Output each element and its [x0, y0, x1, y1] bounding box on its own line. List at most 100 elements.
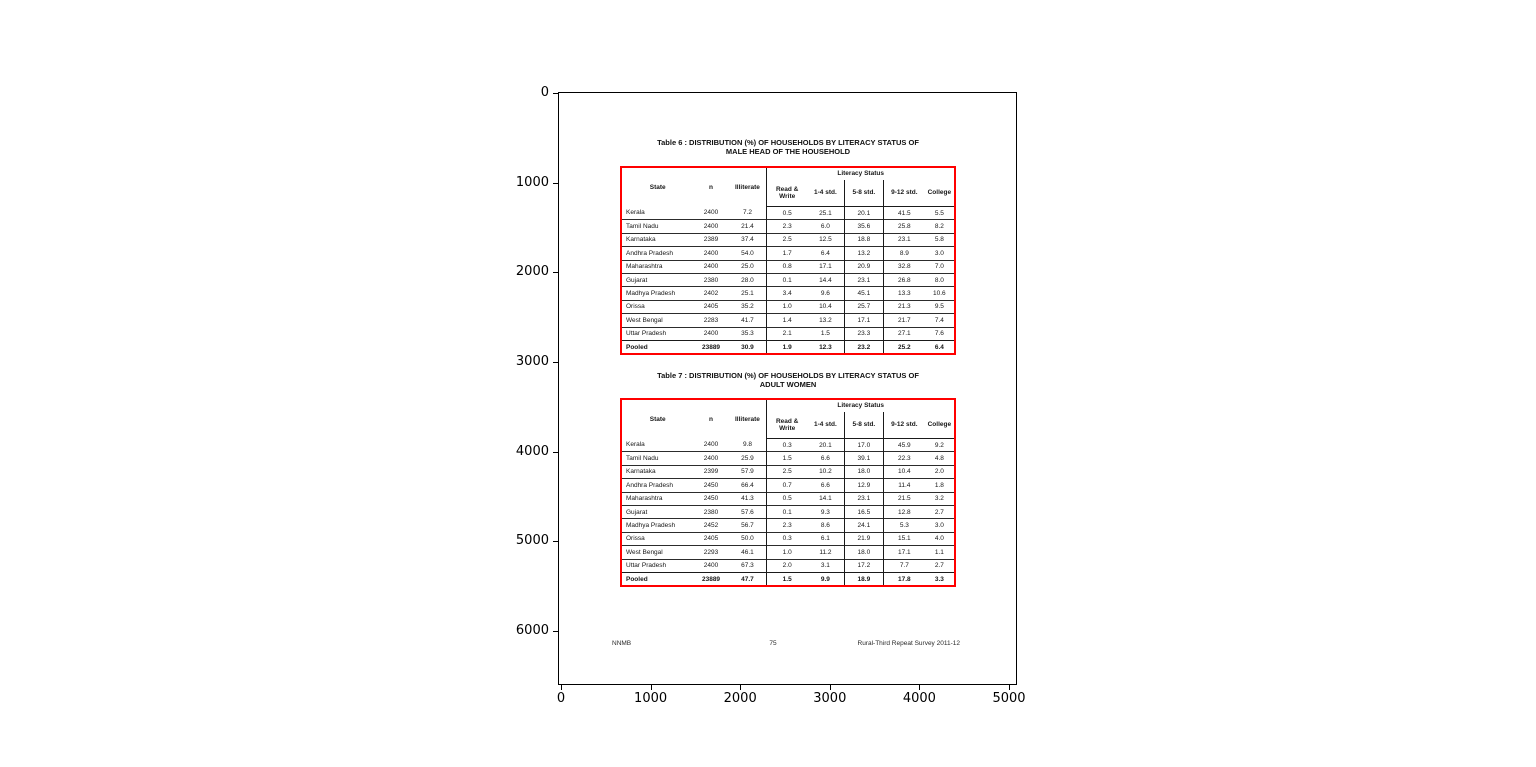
value-cell: 41.3: [741, 495, 754, 503]
value-cell: 11.2: [819, 548, 832, 556]
table6-body: Kerala 2400 7.2 0.5 25.1 20.1 41.5 5.5 Tamil Nad…: [621, 206, 955, 355]
table7-title-line2: ADULT WOMEN: [759, 380, 817, 389]
value-cell: 2.5: [766, 465, 808, 479]
state-cell: West Bengal: [626, 316, 663, 324]
table-row: Gujarat 2380 57.6 0.1 9.3 16.5 12.8 2.7: [621, 505, 955, 519]
y-tick-label: 5000: [515, 533, 549, 549]
col-header-state: State: [649, 183, 666, 191]
y-tick-mark: [553, 272, 559, 274]
value-cell: 23.1: [882, 233, 925, 247]
value-cell: 2400: [703, 263, 719, 271]
value-cell: 12.5: [819, 236, 832, 244]
value-cell: 6.6: [820, 455, 830, 463]
value-cell: 6.0: [820, 223, 830, 231]
value-cell: 8.9: [882, 246, 925, 261]
col-header-1-4-std: 1-4 std.: [807, 180, 845, 207]
table6-title-line1: Table 6 : DISTRIBUTION (%) OF HOUSEHOLDS…: [657, 138, 919, 147]
x-tick-label: 5000: [992, 691, 1026, 706]
value-cell: 0.7: [766, 478, 808, 493]
state-cell: Pooled: [621, 571, 694, 587]
state-cell: Madhya Pradesh: [626, 289, 676, 297]
value-cell: 20.9: [843, 260, 884, 274]
value-cell: 13.3: [882, 286, 925, 301]
state-cell: West Bengal: [626, 548, 663, 556]
x-tick-mark: [740, 684, 742, 690]
table6-title: Table 6 : DISTRIBUTION (%) OF HOUSEHOLDS…: [588, 138, 988, 156]
value-cell: 35.6: [843, 219, 884, 234]
state-cell: Orissa: [626, 303, 645, 311]
value-cell: 41.5: [882, 206, 925, 220]
value-cell: 0.8: [766, 260, 808, 274]
value-cell: 7.0: [934, 263, 944, 271]
x-tick-mark: [561, 684, 562, 690]
value-cell: 1.8: [934, 481, 944, 489]
value-cell: 8.6: [820, 521, 830, 529]
state-cell: Gujarat: [626, 276, 648, 284]
state-cell: Kerala: [626, 209, 645, 217]
value-cell: 20.1: [843, 206, 884, 220]
value-cell: 1.7: [766, 246, 808, 261]
table-row: Madhya Pradesh 2452 56.7 2.3 8.6 24.1 5.3 3.0: [621, 518, 955, 533]
value-cell: 2405: [703, 303, 719, 311]
value-cell: 6.4: [924, 339, 955, 355]
value-cell: 54.0: [741, 249, 754, 257]
value-cell: 14.4: [819, 276, 832, 284]
value-cell: 2.0: [766, 559, 808, 573]
col-header-9-12-std: 9-12 std.: [882, 180, 925, 207]
value-cell: 10.4: [819, 303, 832, 311]
table-row: Kerala 2400 9.8 0.3 20.1 17.0 45.9 9.2: [621, 438, 955, 452]
value-cell: 32.8: [882, 260, 925, 274]
value-cell: 18.9: [843, 571, 884, 587]
value-cell: 17.1: [843, 313, 884, 328]
value-cell: 30.9: [728, 339, 767, 355]
value-cell: 23.3: [843, 327, 884, 341]
value-cell: 7.7: [882, 559, 925, 573]
y-tick-mark: [553, 362, 559, 363]
col-header-n: n: [709, 183, 713, 191]
value-cell: 5.3: [882, 518, 925, 533]
value-cell: 1.9: [766, 339, 808, 355]
x-tick-label: 4000: [902, 691, 936, 706]
value-cell: 25.8: [882, 219, 925, 234]
value-cell: 2283: [703, 316, 719, 324]
table-row: Karnataka 2389 37.4 2.5 12.5 18.8 23.1 5.8: [621, 233, 955, 247]
value-cell: 1.1: [934, 548, 944, 556]
state-cell: Tamil Nadu: [626, 455, 659, 463]
value-cell: 7.2: [742, 209, 752, 217]
value-cell: 17.1: [882, 545, 925, 560]
value-cell: 2400: [703, 209, 719, 217]
value-cell: 5.5: [934, 209, 944, 217]
value-cell: 2.1: [766, 327, 808, 341]
state-cell: Uttar Pradesh: [626, 330, 667, 338]
table7-title: Table 7 : DISTRIBUTION (%) OF HOUSEHOLDS…: [588, 371, 988, 389]
value-cell: 23889: [693, 339, 729, 355]
y-tick-mark: [553, 182, 559, 184]
value-cell: 8.2: [934, 223, 944, 231]
col-header-1-4-std: 1-4 std.: [807, 412, 845, 439]
value-cell: 25.0: [741, 263, 754, 271]
x-tick-mark: [1009, 684, 1010, 690]
table-row: Maharashtra 2450 41.3 0.5 14.1 23.1 21.5 3.2: [621, 492, 955, 506]
value-cell: 9.3: [820, 508, 830, 516]
value-cell: 12.9: [843, 478, 884, 493]
y-tick-label: 6000: [515, 623, 549, 639]
value-cell: 56.7: [741, 521, 754, 529]
value-cell: 8.0: [934, 276, 944, 284]
value-cell: 18.0: [843, 465, 884, 479]
group-header-literacy-status: Literacy Status: [766, 167, 955, 180]
table-row: Pooled 23889 47.7 1.5 9.9 18.9 17.8 3.3: [621, 571, 955, 587]
value-cell: 9.5: [934, 303, 944, 311]
col-header-9-12-std: 9-12 std.: [882, 412, 925, 439]
x-tick-mark: [829, 684, 831, 690]
col-header-college: College: [924, 180, 955, 207]
value-cell: 0.3: [766, 532, 808, 546]
value-cell: 27.1: [882, 327, 925, 341]
footer-page-number: 75: [769, 640, 777, 647]
value-cell: 45.9: [882, 438, 925, 452]
value-cell: 37.4: [741, 236, 754, 244]
value-cell: 20.1: [819, 441, 832, 449]
value-cell: 2389: [703, 236, 719, 244]
table6: State n Illiterate Literacy Status Read …: [620, 166, 956, 356]
value-cell: 2450: [703, 495, 719, 503]
